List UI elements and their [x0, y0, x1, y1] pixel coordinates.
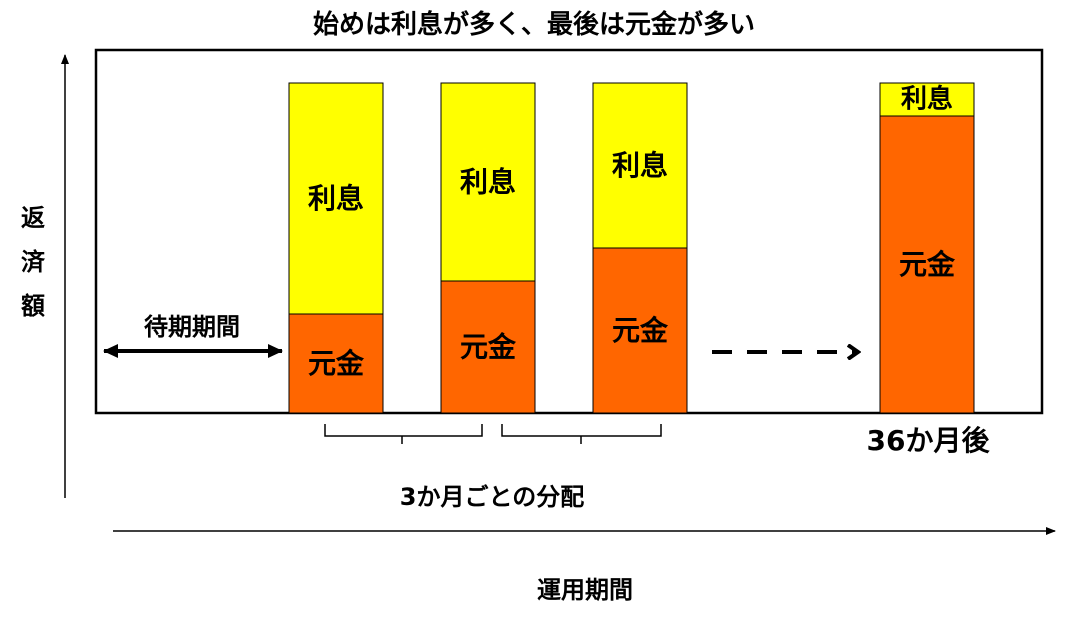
interest-bar-segment [440, 82, 536, 282]
y-axis-label-char: 返 [21, 204, 45, 232]
distribution-label: 3か月ごとの分配 [400, 483, 584, 511]
principal-bar-segment [288, 313, 384, 414]
interest-segment-label: 利息 [901, 84, 953, 115]
interest-bar-segment [879, 82, 975, 117]
chart-title: 始めは利息が多く、最後は元金が多い [313, 9, 755, 40]
y-axis-label-char: 額 [21, 292, 45, 320]
last-bar-label: 36か月後 [867, 424, 991, 457]
y-axis-label-char: 済 [21, 248, 46, 276]
interest-bar-segment [592, 82, 688, 249]
principal-segment-label: 元金 [308, 347, 365, 380]
distribution-brace-right [501, 424, 662, 444]
principal-segment-label: 元金 [899, 248, 956, 281]
principal-bar-segment [440, 280, 536, 414]
principal-segment-label: 元金 [612, 314, 669, 347]
interest-segment-label: 利息 [308, 182, 364, 215]
distribution-brace-left [324, 424, 483, 444]
interest-segment-label: 利息 [612, 149, 668, 182]
x-axis-label: 運用期間 [537, 576, 633, 604]
plot-frame [94, 48, 1044, 415]
principal-bar-segment [879, 115, 975, 414]
interest-segment-label: 利息 [460, 166, 516, 199]
y-axis-label: 返済額 [21, 204, 46, 320]
waiting-period-label: 待期期間 [144, 313, 240, 341]
interest-bar-segment [288, 82, 384, 315]
principal-segment-label: 元金 [460, 331, 517, 364]
